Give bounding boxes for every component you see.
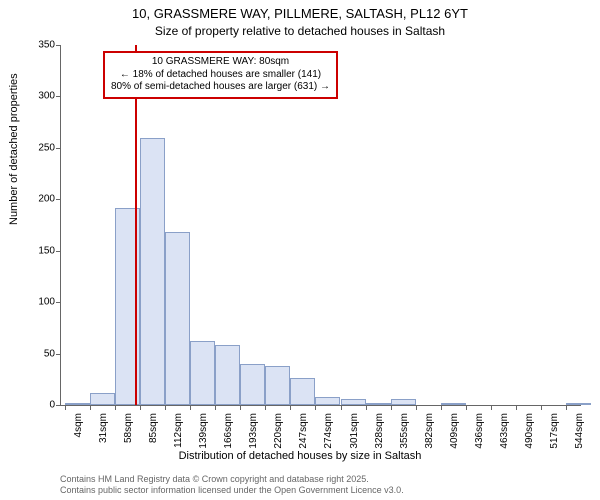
footer-attribution: Contains HM Land Registry data © Crown c…: [60, 474, 404, 496]
x-tick-mark: [165, 405, 166, 410]
histogram-bar: [240, 364, 265, 405]
x-tick-label: 436sqm: [474, 413, 485, 453]
histogram-bar: [315, 397, 340, 405]
x-tick-mark: [341, 405, 342, 410]
x-tick-label: 463sqm: [499, 413, 510, 453]
x-tick-mark: [516, 405, 517, 410]
x-tick-mark: [290, 405, 291, 410]
y-tick-label: 0: [21, 400, 55, 411]
histogram-bar: [566, 403, 591, 405]
x-tick-label: 58sqm: [123, 413, 134, 453]
histogram-bar: [140, 138, 165, 405]
x-tick-mark: [466, 405, 467, 410]
x-tick-label: 166sqm: [223, 413, 234, 453]
y-tick-label: 300: [21, 91, 55, 102]
y-tick-mark: [56, 96, 61, 97]
y-tick-mark: [56, 251, 61, 252]
x-tick-mark: [240, 405, 241, 410]
footer-line1: Contains HM Land Registry data © Crown c…: [60, 474, 404, 485]
x-tick-label: 112sqm: [173, 413, 184, 453]
x-tick-label: 382sqm: [424, 413, 435, 453]
x-tick-label: 139sqm: [198, 413, 209, 453]
x-axis-label: Distribution of detached houses by size …: [0, 450, 600, 462]
y-tick-mark: [56, 199, 61, 200]
x-tick-label: 355sqm: [399, 413, 410, 453]
x-tick-mark: [366, 405, 367, 410]
x-tick-mark: [416, 405, 417, 410]
annotation-line1: 10 GRASSMERE WAY: 80sqm: [111, 56, 330, 69]
x-tick-label: 517sqm: [549, 413, 560, 453]
histogram-bar: [366, 403, 391, 405]
y-tick-mark: [56, 45, 61, 46]
x-tick-mark: [441, 405, 442, 410]
y-tick-mark: [56, 405, 61, 406]
footer-line2: Contains public sector information licen…: [60, 485, 404, 496]
x-tick-label: 247sqm: [298, 413, 309, 453]
histogram-bar: [391, 399, 416, 405]
x-tick-mark: [391, 405, 392, 410]
x-tick-label: 544sqm: [574, 413, 585, 453]
x-tick-label: 274sqm: [323, 413, 334, 453]
x-tick-label: 4sqm: [73, 413, 84, 453]
y-axis-label: Number of detached properties: [8, 73, 20, 225]
x-tick-mark: [90, 405, 91, 410]
histogram-bar: [441, 403, 466, 405]
annotation-line2: ← 18% of detached houses are smaller (14…: [111, 69, 330, 82]
histogram-bar: [165, 232, 190, 405]
histogram-bar: [290, 378, 315, 405]
x-tick-mark: [491, 405, 492, 410]
x-tick-label: 490sqm: [524, 413, 535, 453]
plot-area: 050100150200250300350 10 GRASSMERE WAY: …: [60, 45, 581, 406]
histogram-bar: [190, 341, 215, 405]
x-tick-label: 193sqm: [248, 413, 259, 453]
histogram-bar: [265, 366, 290, 405]
x-tick-label: 31sqm: [98, 413, 109, 453]
x-tick-mark: [215, 405, 216, 410]
y-tick-mark: [56, 148, 61, 149]
x-tick-mark: [65, 405, 66, 410]
y-tick-mark: [56, 302, 61, 303]
y-tick-mark: [56, 354, 61, 355]
y-tick-label: 150: [21, 245, 55, 256]
chart-title-line1: 10, GRASSMERE WAY, PILLMERE, SALTASH, PL…: [0, 6, 600, 21]
y-tick-label: 100: [21, 297, 55, 308]
y-tick-label: 250: [21, 142, 55, 153]
x-tick-label: 409sqm: [449, 413, 460, 453]
x-tick-label: 328sqm: [374, 413, 385, 453]
histogram-bar: [341, 399, 366, 405]
x-tick-mark: [566, 405, 567, 410]
x-tick-mark: [190, 405, 191, 410]
histogram-bar: [90, 393, 115, 405]
histogram-bar: [65, 403, 90, 405]
annotation-box: 10 GRASSMERE WAY: 80sqm ← 18% of detache…: [103, 51, 338, 99]
x-tick-label: 301sqm: [349, 413, 360, 453]
x-tick-mark: [315, 405, 316, 410]
histogram-bar: [215, 345, 240, 405]
x-tick-label: 85sqm: [148, 413, 159, 453]
x-tick-mark: [140, 405, 141, 410]
y-tick-label: 200: [21, 194, 55, 205]
x-tick-label: 220sqm: [273, 413, 284, 453]
y-tick-label: 50: [21, 348, 55, 359]
chart-title-line2: Size of property relative to detached ho…: [0, 24, 600, 38]
x-tick-mark: [265, 405, 266, 410]
marker-line: [135, 45, 137, 405]
x-tick-mark: [115, 405, 116, 410]
annotation-line3: 80% of semi-detached houses are larger (…: [111, 81, 330, 94]
chart-container: 10, GRASSMERE WAY, PILLMERE, SALTASH, PL…: [0, 0, 600, 500]
x-tick-mark: [541, 405, 542, 410]
y-tick-label: 350: [21, 40, 55, 51]
